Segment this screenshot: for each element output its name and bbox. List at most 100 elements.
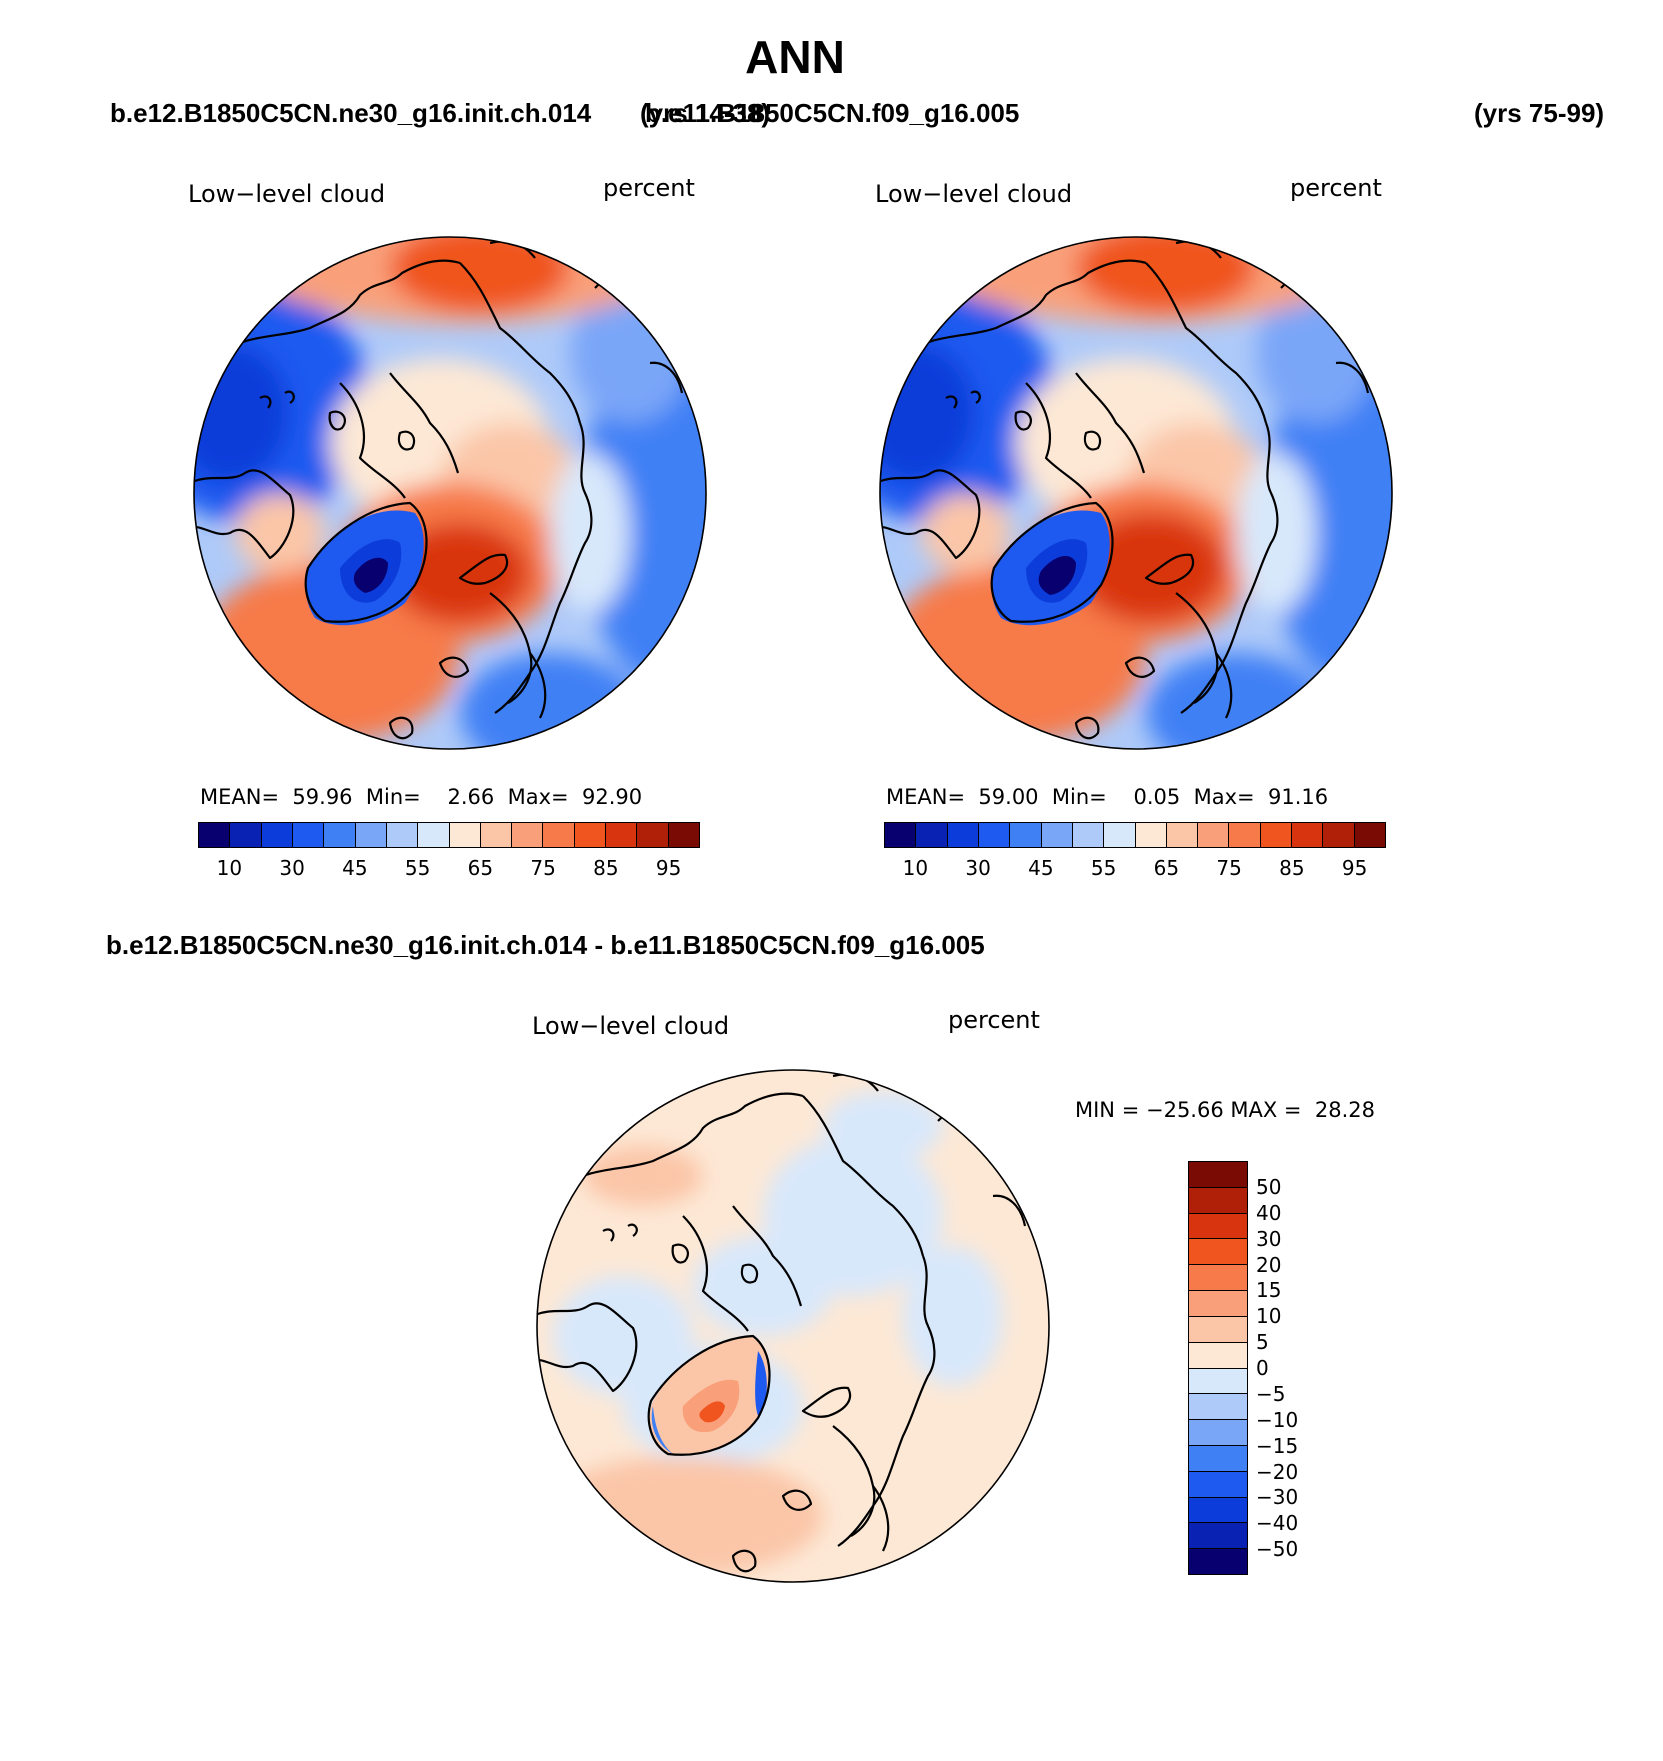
colorbar-box <box>1189 1394 1247 1421</box>
colorbar-box <box>1229 823 1261 847</box>
left-case-name: b.e12.B1850C5CN.ne30_g16.init.ch.014 <box>110 98 592 128</box>
colorbar-tick-label: 85 <box>1279 856 1305 880</box>
colorbar-box <box>1198 823 1230 847</box>
colorbar-box <box>1010 823 1042 847</box>
colorbar-tick-label: 15 <box>1256 1278 1282 1303</box>
panel1-colorbar <box>198 822 700 848</box>
colorbar-box <box>885 823 917 847</box>
colorbar-box <box>1189 1316 1247 1343</box>
colorbar-tick-label: 95 <box>655 856 682 880</box>
colorbar-box <box>1189 1239 1247 1266</box>
panel1-polar-map <box>193 236 707 750</box>
colorbar-box <box>355 823 387 847</box>
colorbar-box <box>292 823 325 847</box>
colorbar-box <box>1189 1368 1247 1395</box>
difference-colorbar <box>1188 1161 1248 1575</box>
colorbar-box <box>1189 1291 1247 1317</box>
colorbar-tick-label: 10 <box>216 856 243 880</box>
colorbar-tick-label: 30 <box>279 856 305 880</box>
colorbar-box <box>668 823 699 847</box>
colorbar-box <box>1072 823 1105 847</box>
colorbar-box <box>1135 823 1167 847</box>
colorbar-box <box>261 823 293 847</box>
difference-colorbar-ticks: 50 40 30 20 15 10 5 0 −5 −10 −15 −20 −30 −40 −50 <box>1256 1161 1346 1575</box>
colorbar-box <box>1166 823 1199 847</box>
colorbar-box <box>1189 1342 1247 1369</box>
colorbar-tick-label: 10 <box>1256 1304 1282 1329</box>
colorbar-tick-label: −20 <box>1256 1459 1299 1484</box>
colorbar-tick-label: −5 <box>1256 1381 1286 1406</box>
colorbar-box <box>1354 823 1385 847</box>
colorbar-tick-label: 30 <box>965 856 991 880</box>
colorbar-tick-label: 55 <box>1090 856 1117 880</box>
colorbar-box <box>1189 1187 1247 1214</box>
colorbar-box <box>1189 1523 1247 1550</box>
left-case-years: (yrs 14-38) <box>640 98 771 128</box>
colorbar-box <box>1041 823 1073 847</box>
colorbar-tick-label: −10 <box>1256 1407 1299 1432</box>
colorbar-box <box>574 823 607 847</box>
colorbar-box <box>480 823 513 847</box>
colorbar-tick-label: 5 <box>1256 1330 1269 1355</box>
panel2-units-label: percent <box>1290 174 1382 202</box>
colorbar-tick-label: 0 <box>1256 1356 1269 1380</box>
colorbar-tick-label: 20 <box>1256 1252 1282 1277</box>
colorbar-tick-label: 10 <box>902 856 929 880</box>
colorbar-box <box>386 823 419 847</box>
diff-variable-label: Low−level cloud <box>532 1012 730 1040</box>
colorbar-box <box>449 823 481 847</box>
colorbar-box <box>1189 1213 1247 1240</box>
colorbar-box <box>1189 1497 1247 1524</box>
difference-polar-map <box>536 1069 1050 1583</box>
colorbar-tick-label: −30 <box>1256 1485 1299 1510</box>
colorbar-box <box>978 823 1011 847</box>
panel1-colorbar-ticks: 10 30 45 55 65 75 85 95 <box>198 856 700 882</box>
colorbar-tick-label: 40 <box>1256 1200 1282 1225</box>
colorbar-box <box>1189 1162 1247 1188</box>
colorbar-box <box>947 823 979 847</box>
colorbar-box <box>1292 823 1324 847</box>
colorbar-box <box>230 823 262 847</box>
panel2-variable-label: Low−level cloud <box>875 180 1073 208</box>
colorbar-box <box>418 823 450 847</box>
colorbar-box <box>916 823 948 847</box>
colorbar-tick-label: 95 <box>1341 856 1368 880</box>
panel2-colorbar-ticks: 10 30 45 55 65 75 85 95 <box>884 856 1386 882</box>
colorbar-tick-label: −50 <box>1256 1537 1299 1562</box>
colorbar-box <box>637 823 669 847</box>
colorbar-tick-label: 75 <box>530 856 556 880</box>
page-title: ANN <box>745 31 845 83</box>
panel1-variable-label: Low−level cloud <box>188 180 386 208</box>
colorbar-box <box>543 823 575 847</box>
colorbar-tick-label: 75 <box>1216 856 1242 880</box>
panel2-colorbar <box>884 822 1386 848</box>
difference-stats: MIN = −25.66 MAX = 28.28 <box>1075 1098 1376 1122</box>
colorbar-tick-label: 50 <box>1256 1174 1282 1199</box>
colorbar-box <box>1104 823 1136 847</box>
colorbar-box <box>1189 1471 1247 1498</box>
colorbar-tick-label: 65 <box>467 856 494 880</box>
colorbar-tick-label: 55 <box>404 856 431 880</box>
difference-header: b.e12.B1850C5CN.ne30_g16.init.ch.014 - b… <box>106 930 985 960</box>
colorbar-tick-label: −40 <box>1256 1511 1299 1536</box>
panel2-polar-map <box>879 236 1393 750</box>
colorbar-box <box>1189 1445 1247 1472</box>
colorbar-box <box>1189 1420 1247 1446</box>
panel1-stats: MEAN= 59.96 Min= 2.66 Max= 92.90 <box>200 785 643 809</box>
colorbar-tick-label: 65 <box>1153 856 1180 880</box>
colorbar-box <box>199 823 231 847</box>
right-case-name: b.e11.B1850C5CN.f09_g16.005 <box>645 98 1020 128</box>
colorbar-tick-label: 45 <box>342 856 368 880</box>
colorbar-box <box>1260 823 1293 847</box>
colorbar-box <box>324 823 356 847</box>
colorbar-tick-label: −15 <box>1256 1433 1299 1458</box>
colorbar-box <box>606 823 638 847</box>
colorbar-box <box>512 823 544 847</box>
colorbar-box <box>1189 1549 1247 1574</box>
colorbar-tick-label: 85 <box>593 856 619 880</box>
diff-units-label: percent <box>948 1006 1040 1034</box>
panel2-stats: MEAN= 59.00 Min= 0.05 Max= 91.16 <box>886 785 1329 809</box>
panel1-units-label: percent <box>603 174 695 202</box>
colorbar-tick-label: 45 <box>1028 856 1054 880</box>
colorbar-box <box>1189 1265 1247 1292</box>
